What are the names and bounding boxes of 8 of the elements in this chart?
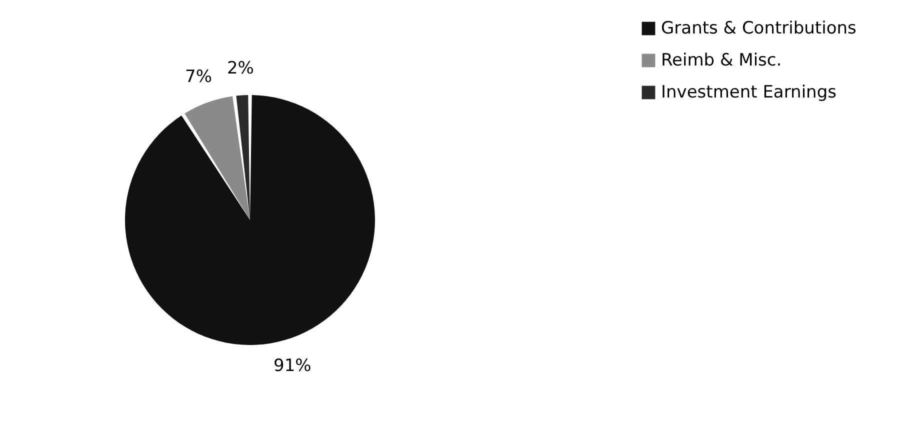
legend-label: Grants & Contributions — [661, 18, 856, 38]
data-label: 2% — [226, 58, 254, 78]
pie-slice — [236, 95, 250, 220]
data-label: 91% — [274, 356, 312, 376]
data-label: 7% — [185, 66, 212, 87]
pie-slice — [184, 96, 250, 220]
legend-label: Reimb & Misc. — [661, 50, 782, 70]
legend-label: Investment Earnings — [661, 82, 837, 102]
